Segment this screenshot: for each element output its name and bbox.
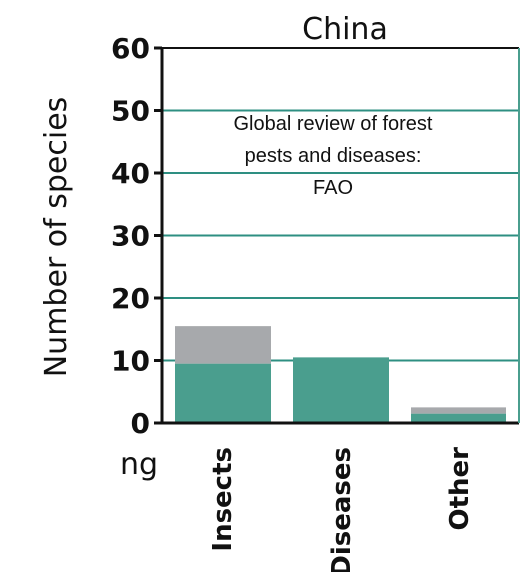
x-category-label: Other — [445, 447, 475, 531]
y-tick-labels: 0 10 20 30 40 50 60 — [111, 32, 150, 440]
y-tick-label: 30 — [111, 220, 150, 253]
chart-title: China — [302, 12, 388, 47]
y-tick-label: 40 — [111, 157, 150, 190]
y-tick-label: 60 — [111, 32, 150, 65]
bar-segment — [293, 357, 389, 423]
x-tick-labels: Insects Diseases Other — [208, 447, 475, 572]
axes — [154, 46, 520, 425]
annotation-line: Global review of forest — [234, 113, 433, 135]
bar-segment — [411, 413, 506, 423]
y-axis-label: Number of species — [39, 97, 74, 378]
y-tick-label: 10 — [111, 345, 150, 378]
cropped-text-fragment: ng — [120, 447, 158, 482]
annotation-line: FAO — [313, 177, 353, 199]
x-category-label: Insects — [208, 447, 238, 552]
bar-segment — [175, 326, 271, 364]
bars — [175, 326, 506, 423]
bar-segment — [411, 407, 506, 414]
x-category-label: Diseases — [327, 447, 357, 572]
y-tick-label: 50 — [111, 95, 150, 128]
grid-lines — [162, 47, 519, 362]
bar-segment — [175, 363, 271, 423]
annotation-line: pests and diseases: — [245, 145, 422, 167]
y-tick-label: 20 — [111, 282, 150, 315]
y-tick-label: 0 — [131, 407, 150, 440]
